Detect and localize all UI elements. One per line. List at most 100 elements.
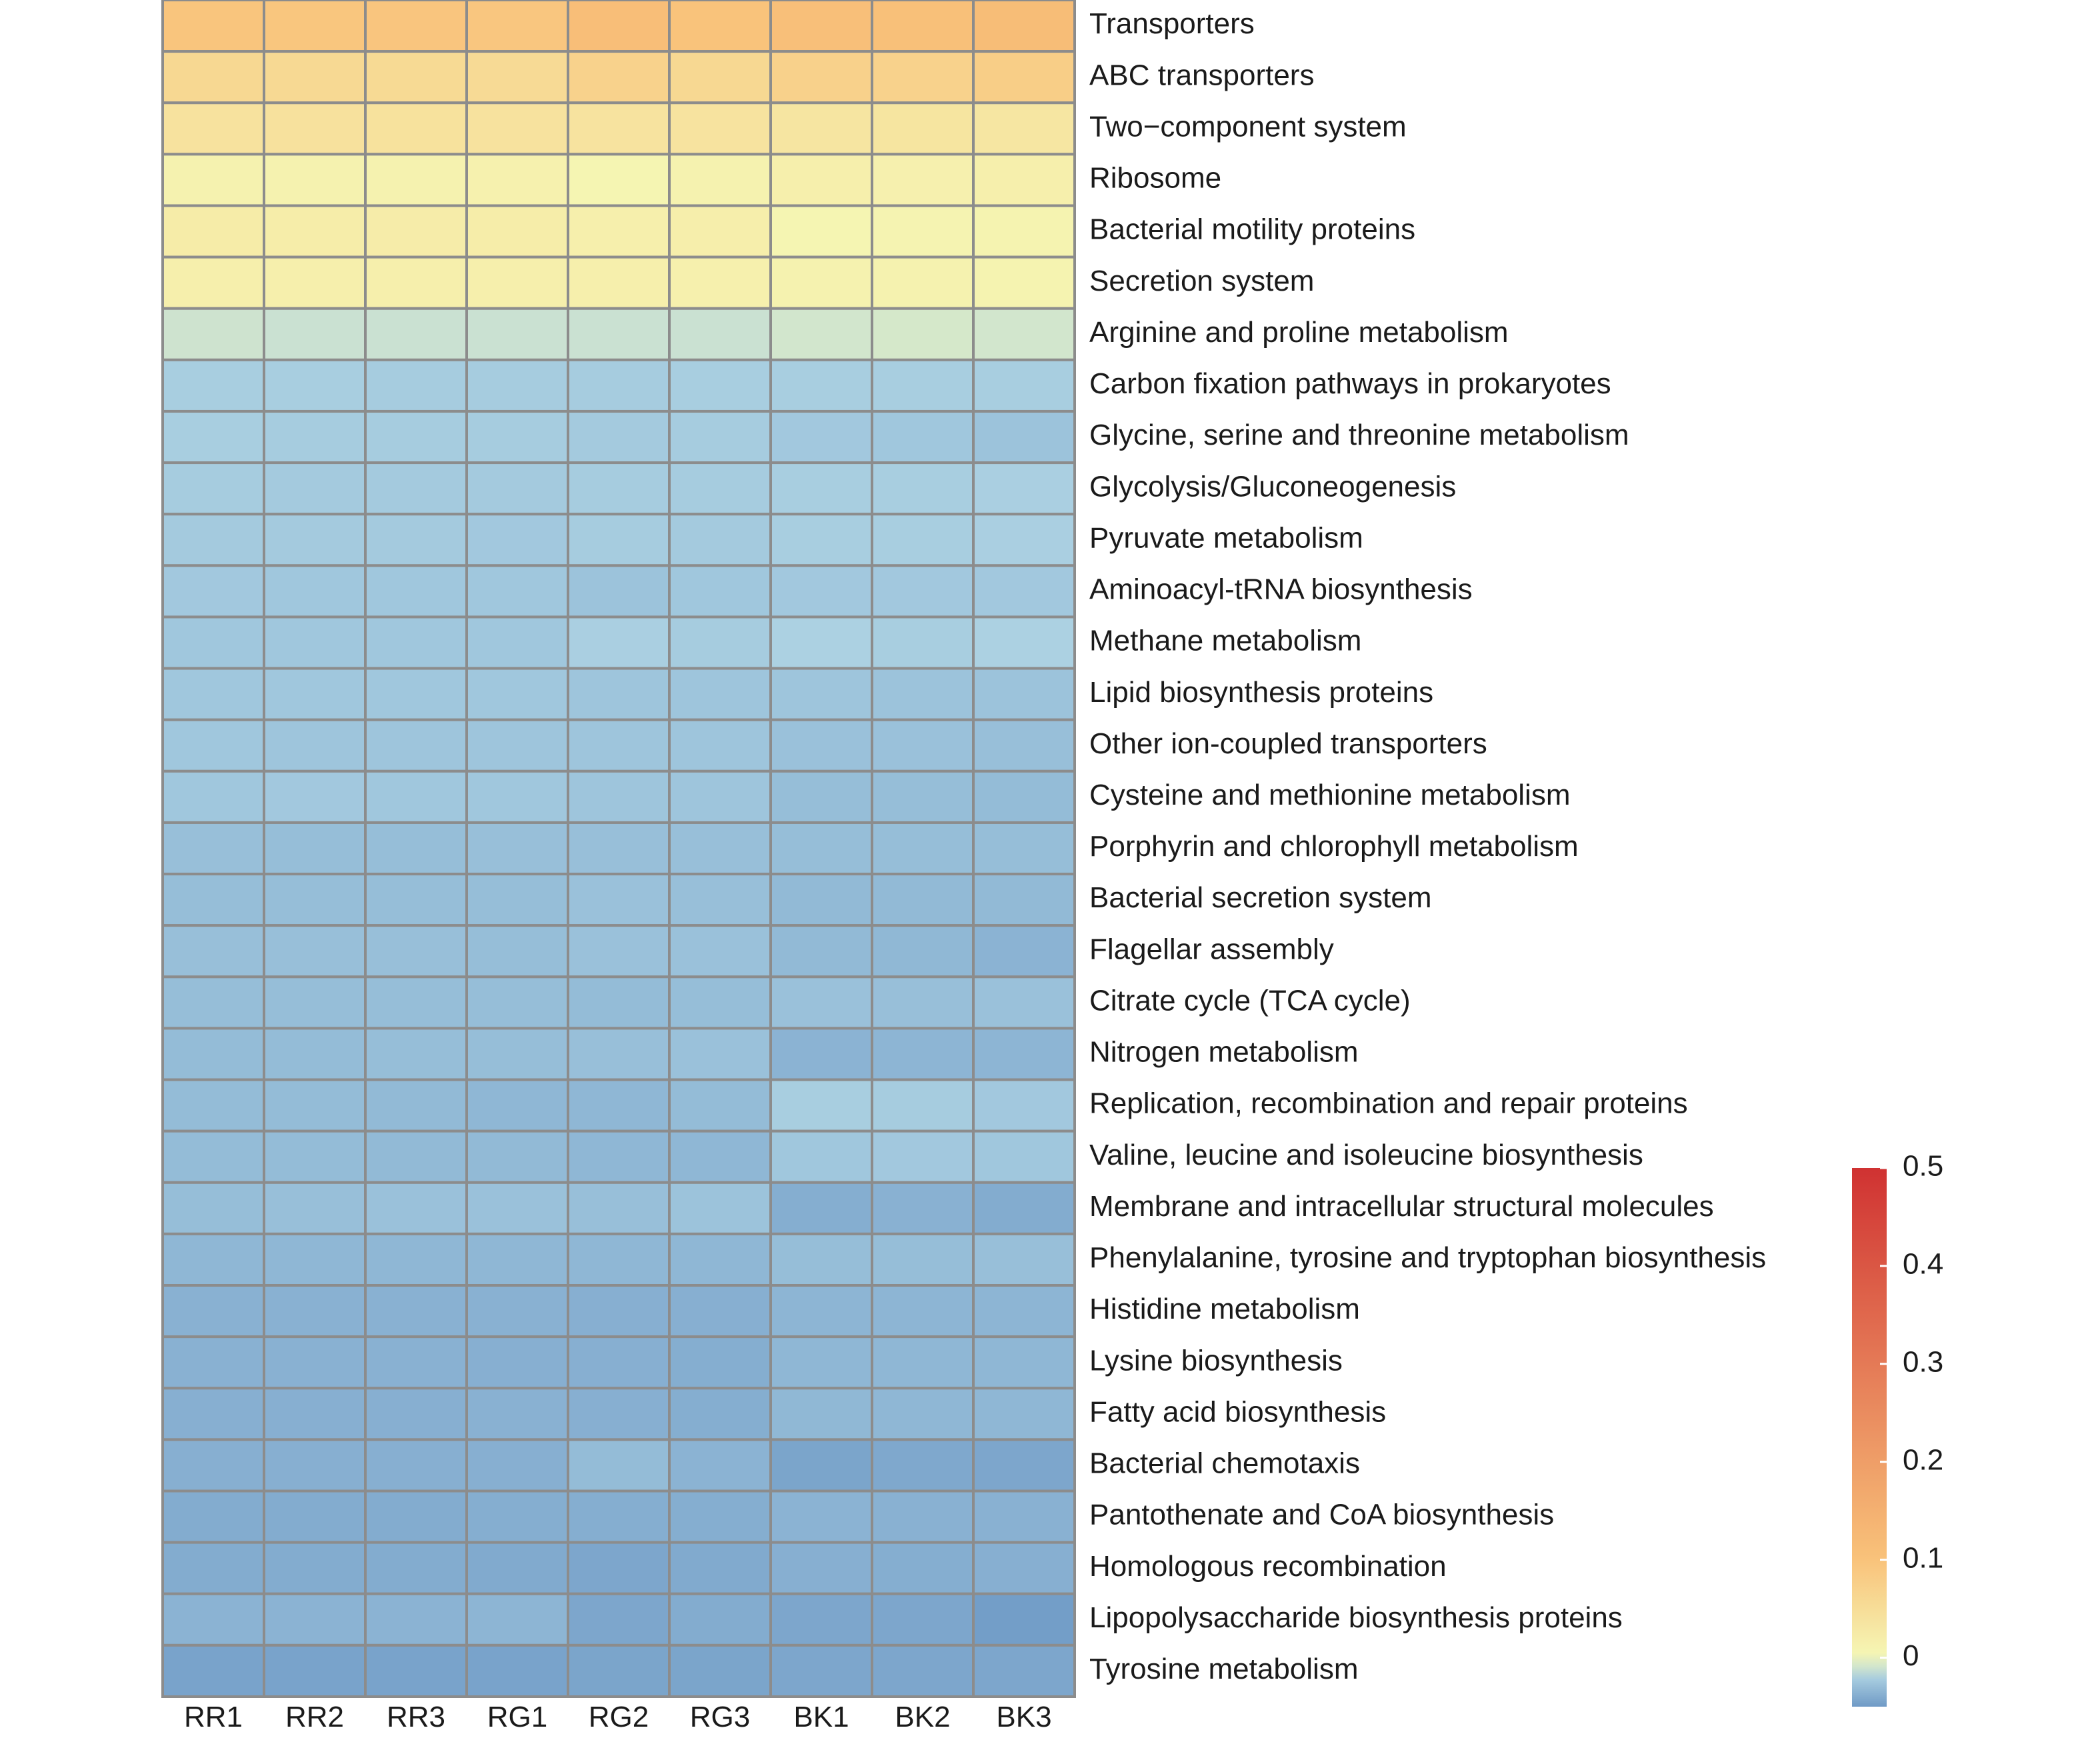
heatmap-cell [263,821,367,876]
heatmap-cell [972,564,1076,619]
heatmap-cell [161,1387,265,1441]
heatmap-cell [465,1489,569,1544]
heatmap-cell [161,615,265,670]
heatmap-cell [567,204,671,259]
heatmap-cell [263,924,367,979]
row-label: Valine, leucine and isoleucine biosynthe… [1089,1139,1643,1171]
heatmap-cell [769,718,873,773]
heatmap-cell [871,1232,975,1287]
heatmap-cell [871,1387,975,1441]
heatmap-cell [769,1129,873,1184]
heatmap-cell [161,50,265,105]
colorbar-tick-label: 0.4 [1903,1248,1943,1281]
heatmap-cell [668,307,772,361]
heatmap-cell [161,255,265,310]
heatmap-cell [161,358,265,413]
heatmap-cell [364,1643,468,1699]
heatmap-cell [769,1027,873,1081]
heatmap-cell [263,1284,367,1339]
heatmap-cell [871,1078,975,1133]
heatmap-cell [465,1027,569,1081]
heatmap-cell [769,1232,873,1287]
heatmap-cell [871,924,975,979]
heatmap-cell [465,255,569,310]
heatmap-cell [769,153,873,207]
row-label: Phenylalanine, tyrosine and tryptophan b… [1089,1241,1766,1274]
heatmap-cell [263,255,367,310]
heatmap-cell [972,1643,1076,1699]
heatmap-cell [972,873,1076,927]
heatmap-cell [668,769,772,824]
colorbar-tick-label: 0 [1903,1639,1919,1672]
heatmap-cell [668,153,772,207]
heatmap-cell [972,975,1076,1030]
heatmap-cell [972,1592,1076,1647]
row-label: Porphyrin and chlorophyll metabolism [1089,830,1579,863]
heatmap-cell [263,409,367,465]
heatmap-cell [668,50,772,105]
row-label: Secretion system [1089,265,1314,297]
heatmap-cell [567,769,671,824]
heatmap-cell [465,1129,569,1184]
row-label: ABC transporters [1089,59,1314,91]
heatmap-cell [972,1232,1076,1287]
heatmap-cell [364,1284,468,1339]
heatmap-cell [364,564,468,619]
heatmap-cell [668,461,772,516]
heatmap-cell [465,513,569,567]
heatmap-cell [465,667,569,721]
heatmap-cell [161,1284,265,1339]
colorbar-tick-label: 0.5 [1903,1150,1943,1183]
heatmap-cell [263,1541,367,1595]
heatmap-cell [769,975,873,1030]
heatmap-cell [161,1027,265,1081]
heatmap-cell [567,1438,671,1493]
heatmap-cell [668,255,772,310]
heatmap-cell [972,718,1076,773]
heatmap-cell [668,615,772,670]
heatmap-cell [769,564,873,619]
heatmap-cell [871,307,975,361]
heatmap-cell [871,718,975,773]
row-label: Methane metabolism [1089,625,1361,657]
heatmap-cell [972,924,1076,979]
heatmap-cell [263,1027,367,1081]
heatmap-cell [465,0,569,53]
heatmap-cell [263,307,367,361]
heatmap-cells [161,0,1076,1699]
heatmap-cell [263,1643,367,1699]
heatmap-cell [364,1387,468,1441]
heatmap-cell [465,1438,569,1493]
heatmap-cell [263,564,367,619]
row-labels: Transporters ABC transporters Two−componen… [1089,7,1766,1685]
heatmap-cell [769,667,873,721]
column-label: RR2 [285,1701,344,1733]
heatmap-cell [972,1078,1076,1133]
heatmap-cell [263,975,367,1030]
heatmap-cell [161,513,265,567]
row-label: Cysteine and methionine metabolism [1089,779,1571,811]
heatmap-cell [263,101,367,156]
heatmap-cell [871,1592,975,1647]
row-label: Flagellar assembly [1089,933,1334,965]
heatmap-cell [972,615,1076,670]
column-label: BK3 [996,1701,1051,1733]
heatmap-cell [364,769,468,824]
heatmap-cell [263,1078,367,1133]
heatmap-cell [161,821,265,876]
colorbar-tick-label: 0.1 [1903,1541,1943,1574]
colorbar-tick-label: 0.2 [1903,1443,1943,1476]
heatmap-cell [567,667,671,721]
heatmap-cell [263,1438,367,1493]
heatmap-cell [161,1078,265,1133]
heatmap-cell [161,204,265,259]
heatmap-cell [972,409,1076,465]
heatmap-cell [465,1335,569,1390]
row-label: Aminoacyl-tRNA biosynthesis [1089,573,1473,606]
heatmap-cell [567,1129,671,1184]
heatmap-cell [972,358,1076,413]
heatmap-cell [972,0,1076,53]
heatmap-cell [161,564,265,619]
heatmap-cell [364,1592,468,1647]
column-label: RG3 [690,1701,750,1733]
